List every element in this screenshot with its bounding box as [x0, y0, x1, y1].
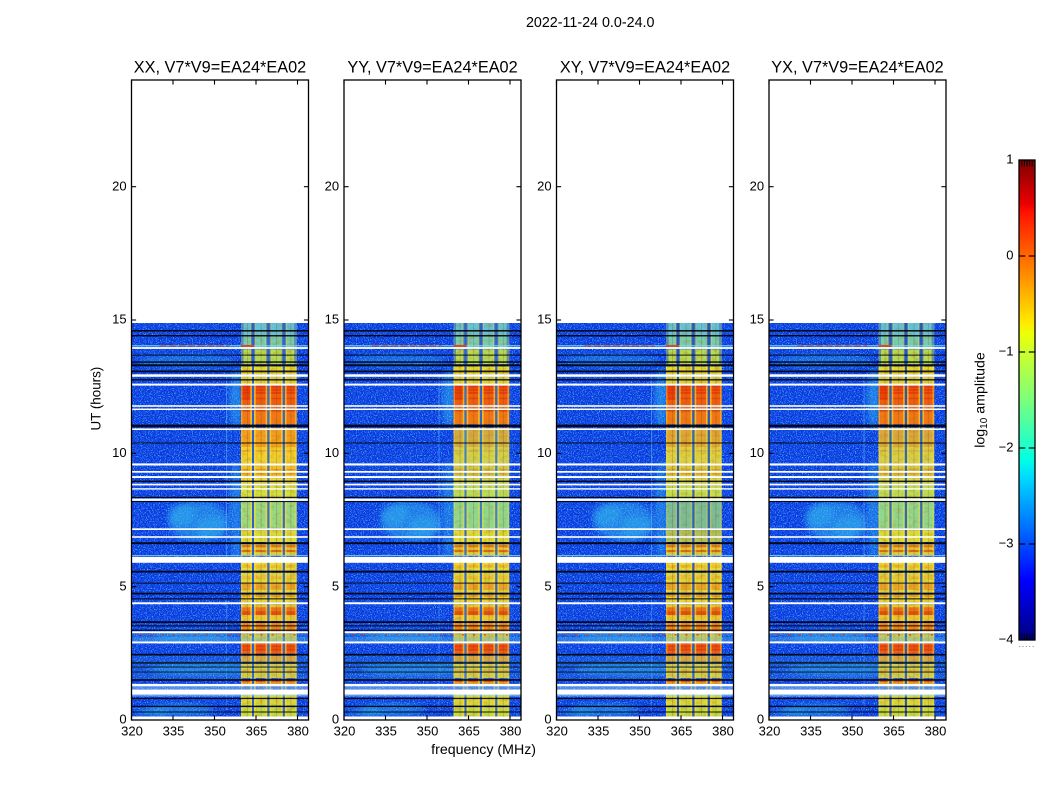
- svg-text:0: 0: [119, 712, 126, 727]
- svg-text:XY, V7*V9=EA24*EA02: XY, V7*V9=EA24*EA02: [560, 58, 730, 76]
- svg-text:YX, V7*V9=EA24*EA02: YX, V7*V9=EA24*EA02: [771, 58, 943, 76]
- svg-text:380: 380: [500, 723, 522, 738]
- svg-text:0: 0: [757, 712, 764, 727]
- svg-text:335: 335: [800, 723, 822, 738]
- svg-text:365: 365: [671, 723, 693, 738]
- svg-text:1: 1: [1006, 152, 1013, 167]
- svg-text:0: 0: [1006, 248, 1013, 263]
- svg-text:320: 320: [759, 723, 781, 738]
- svg-text:320: 320: [334, 723, 356, 738]
- svg-text:365: 365: [883, 723, 905, 738]
- svg-text:380: 380: [287, 723, 309, 738]
- svg-text:365: 365: [246, 723, 268, 738]
- svg-text:380: 380: [925, 723, 947, 738]
- svg-text:0: 0: [544, 712, 551, 727]
- svg-text:320: 320: [546, 723, 568, 738]
- svg-text:0: 0: [332, 712, 339, 727]
- svg-text:15: 15: [112, 312, 126, 327]
- svg-text:350: 350: [842, 723, 864, 738]
- svg-text:XX, V7*V9=EA24*EA02: XX, V7*V9=EA24*EA02: [134, 58, 306, 76]
- svg-text:−2: −2: [999, 440, 1014, 455]
- svg-text:5: 5: [757, 578, 764, 593]
- svg-text:UT (hours): UT (hours): [89, 367, 104, 431]
- svg-text:frequency (MHz): frequency (MHz): [431, 742, 536, 758]
- svg-text:380: 380: [712, 723, 734, 738]
- svg-text:350: 350: [629, 723, 651, 738]
- svg-text:365: 365: [458, 723, 480, 738]
- svg-text:15: 15: [325, 312, 339, 327]
- svg-text:2022-11-24 0.0-24.0: 2022-11-24 0.0-24.0: [526, 15, 655, 31]
- svg-text:−1: −1: [999, 344, 1014, 359]
- svg-text:335: 335: [375, 723, 397, 738]
- svg-text:5: 5: [332, 578, 339, 593]
- svg-text:15: 15: [537, 312, 551, 327]
- svg-text:320: 320: [121, 723, 143, 738]
- svg-text:5: 5: [544, 578, 551, 593]
- svg-text:log10 amplitude: log10 amplitude: [973, 352, 991, 448]
- svg-text:350: 350: [204, 723, 226, 738]
- svg-text:−4: −4: [999, 632, 1014, 647]
- svg-text:20: 20: [112, 178, 126, 193]
- svg-text:20: 20: [325, 178, 339, 193]
- svg-text:−3: −3: [999, 536, 1014, 551]
- svg-text:10: 10: [750, 445, 764, 460]
- svg-text:335: 335: [588, 723, 610, 738]
- svg-text:350: 350: [417, 723, 439, 738]
- svg-text:15: 15: [750, 312, 764, 327]
- svg-text:20: 20: [537, 178, 551, 193]
- svg-text:10: 10: [537, 445, 551, 460]
- svg-text:20: 20: [750, 178, 764, 193]
- svg-text:335: 335: [163, 723, 185, 738]
- svg-text:YY, V7*V9=EA24*EA02: YY, V7*V9=EA24*EA02: [347, 58, 517, 76]
- svg-text:10: 10: [112, 445, 126, 460]
- svg-text:10: 10: [325, 445, 339, 460]
- svg-text:5: 5: [119, 578, 126, 593]
